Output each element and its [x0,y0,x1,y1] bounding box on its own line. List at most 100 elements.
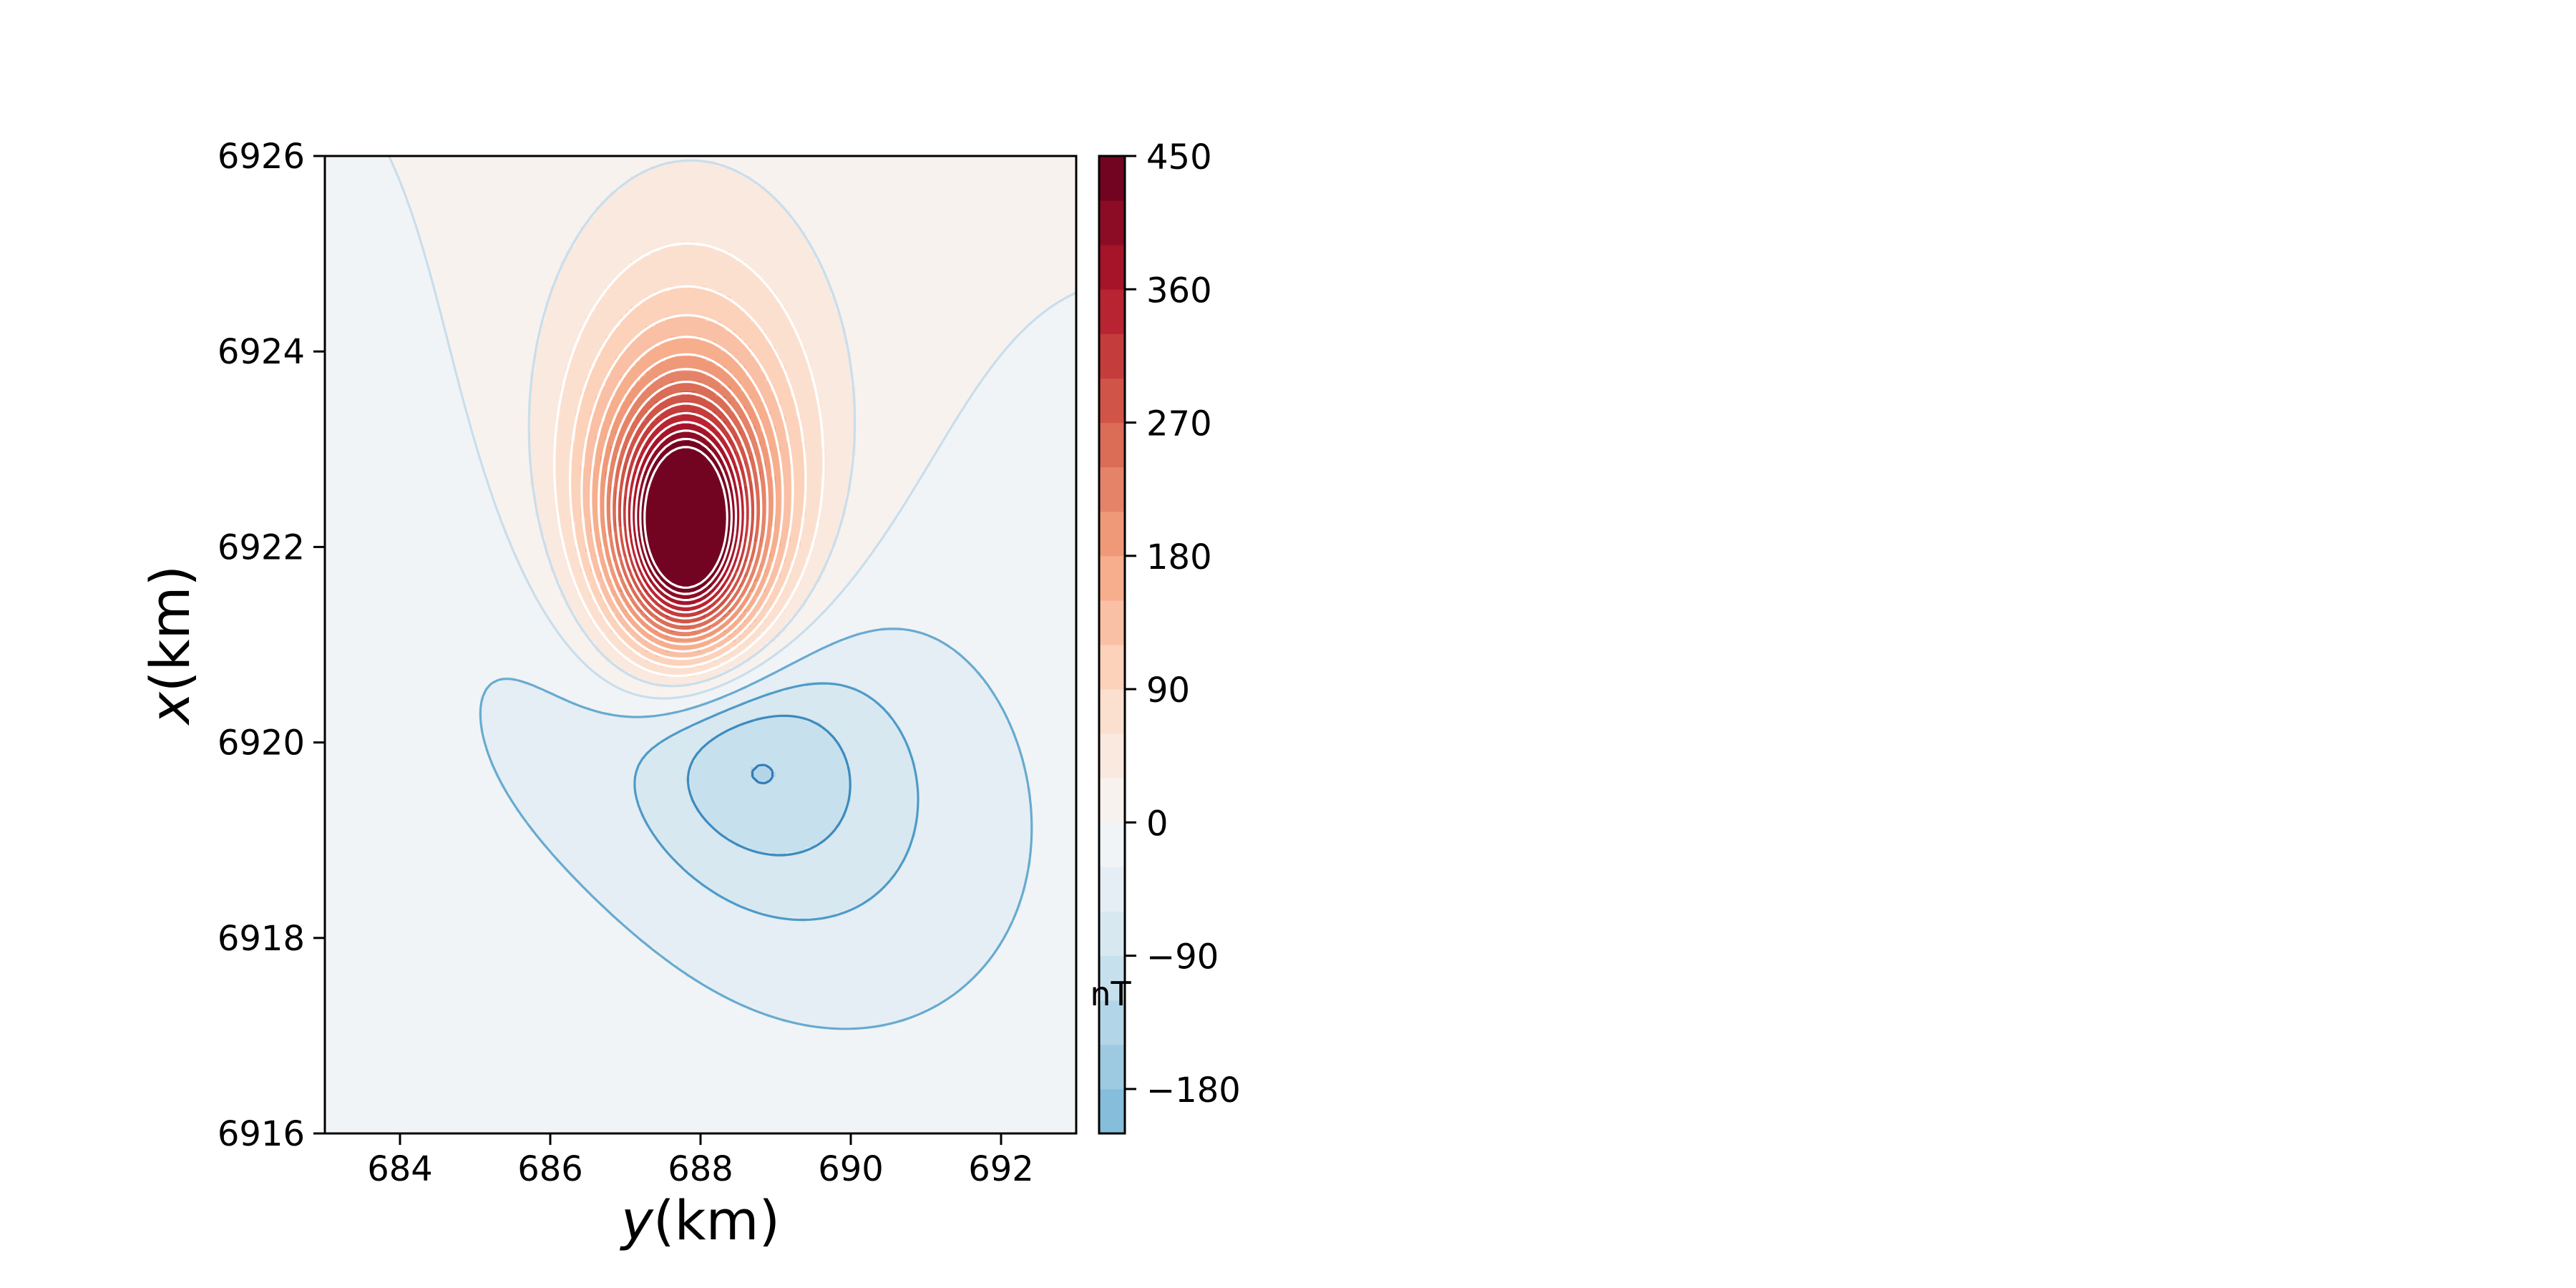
contour-fill-cell [660,452,711,457]
contour-fill-cell [580,482,591,487]
contour-fill-cell [620,421,631,427]
contour-fill-cell [325,1018,781,1023]
contour-fill-cell [465,411,531,417]
contour-fill-cell [640,632,651,638]
contour-fill-cell [826,472,852,477]
contour-fill-cell [635,512,641,517]
contour-fill-cell [325,436,476,442]
contour-fill-cell [996,356,1076,362]
contour-fill-cell [806,847,912,853]
contour-fill-cell [615,356,641,362]
contour-fill-cell [696,627,711,633]
contour-fill-cell [635,777,686,783]
contour-fill-cell [846,802,917,808]
contour-fill-cell [445,336,541,342]
contour-fill-cell [650,406,666,412]
contour-fill-cell [635,361,656,367]
contour-fill-cell [530,436,556,442]
contour-fill-cell [555,857,676,863]
contour-fill-cell [886,532,1076,537]
contour-fill-cell [791,522,801,527]
contour-fill-cell [691,782,852,788]
contour-fill-cell [560,266,626,272]
contour-fill-cell [325,917,616,923]
contour-fill-cell [851,482,917,487]
contour-fill-cell [535,341,576,347]
contour-fill-cell [761,482,766,487]
contour-fill-cell [630,567,636,572]
contour-fill-cell [741,587,751,592]
contour-fill-cell [1011,341,1076,347]
contour-fill-cell [856,406,962,412]
contour-fill-cell [791,391,816,397]
contour-fill-cell [741,582,746,587]
contour-fill-cell [801,542,811,547]
contour-fill-cell [425,246,571,252]
contour-fill-cell [415,216,591,222]
contour-fill-cell [590,562,601,567]
contour-fill-cell [590,582,601,587]
contour-fill-cell [726,642,741,648]
contour-fill-cell [590,472,601,477]
contour-fill-cell [751,632,761,638]
contour-fill-cell [921,472,1076,477]
contour-fill-cell [530,401,561,407]
contour-fill-cell [966,982,1076,988]
contour-fill-cell [746,592,751,597]
contour-fill-cell [585,431,601,437]
contour-fill-cell [630,582,641,587]
contour-fill-cell [916,807,1032,813]
contour-fill-cell [791,562,806,567]
contour-fill-cell [600,477,606,482]
contour-fill-cell [325,271,431,277]
contour-fill-cell [726,326,761,332]
contour-fill-cell [816,396,857,402]
contour-fill-cell [736,577,741,582]
contour-fill-cell [325,447,476,452]
contour-fill-cell [911,847,1032,853]
contour-fill-cell [490,757,641,763]
contour-fill-cell [390,156,1076,162]
contour-fill-cell [325,907,606,913]
contour-fill-cell [731,416,741,422]
contour-fill-cell [325,472,486,477]
contour-fill-cell [686,727,731,733]
colorbar-band [1099,1044,1125,1090]
contour-fill-cell [1001,707,1076,713]
contour-fill-cell [881,537,1076,542]
contour-fill-cell [776,436,786,442]
contour-fill-cell [746,467,751,472]
contour-fill-cell [746,411,756,417]
contour-fill-cell [590,482,601,487]
contour-fill-cell [605,637,621,643]
contour-fill-cell [771,552,776,557]
contour-fill-cell [846,497,907,502]
contour-fill-cell [615,917,801,923]
contour-fill-cell [325,361,456,367]
contour-fill-cell [746,261,821,267]
contour-fill-cell [325,532,506,537]
contour-fill-cell [916,792,1032,798]
contour-fill-cell [946,997,1076,1003]
contour-fill-cell [585,452,596,457]
contour-fill-cell [595,206,786,212]
contour-fill-cell [1006,346,1076,352]
contour-fill-cell [610,502,616,507]
contour-fill-cell [450,356,536,362]
contour-fill-cell [851,361,997,367]
contour-fill-cell [746,502,751,507]
contour-fill-cell [575,522,586,527]
contour-fill-cell [726,627,736,633]
contour-fill-cell [821,507,847,512]
contour-fill-cell [560,271,621,277]
contour-fill-cell [711,642,726,648]
contour-fill-cell [791,441,806,447]
contour-fill-cell [966,657,1076,663]
contour-fill-cell [1031,842,1076,848]
contour-fill-cell [590,527,601,532]
contour-fill-cell [520,567,551,572]
contour-fill-cell [530,371,566,377]
contour-fill-cell [776,652,811,658]
contour-fill-cell [570,477,581,482]
contour-fill-cell [325,201,411,207]
